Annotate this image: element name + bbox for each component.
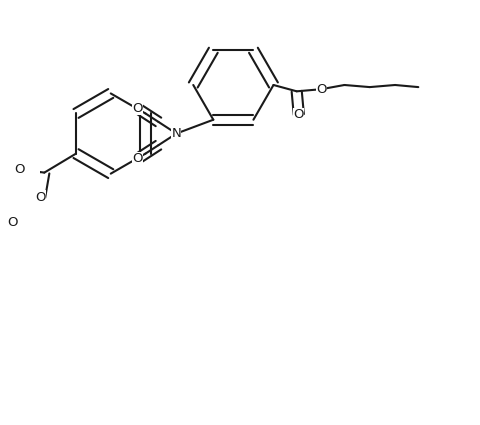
Text: O: O (14, 163, 24, 176)
Text: O: O (132, 102, 142, 115)
Text: O: O (35, 190, 45, 204)
Text: N: N (171, 127, 181, 140)
Text: O: O (315, 83, 326, 96)
Text: O: O (293, 108, 303, 121)
Text: O: O (132, 153, 142, 165)
Text: O: O (7, 215, 18, 229)
